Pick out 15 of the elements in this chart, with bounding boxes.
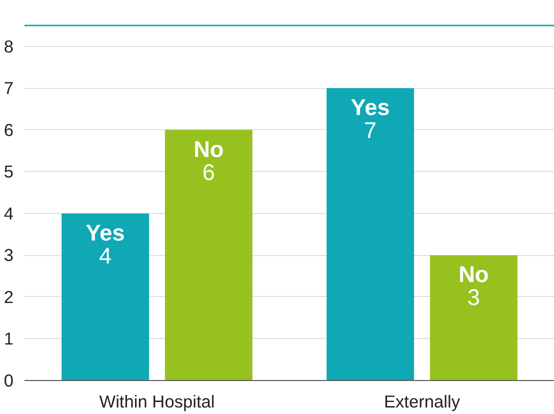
x-tick-label: Within Hospital <box>99 392 215 412</box>
bar <box>62 213 150 380</box>
y-tick-label: 7 <box>4 78 14 98</box>
y-tick-label: 8 <box>4 36 14 56</box>
bar <box>326 88 414 380</box>
y-tick-label: 2 <box>4 286 14 307</box>
y-tick-label: 6 <box>4 120 14 140</box>
y-tick-label: 4 <box>4 203 14 224</box>
y-tick-label: 3 <box>4 245 14 266</box>
y-tick-label: 0 <box>4 370 14 390</box>
bar <box>164 130 252 380</box>
y-tick-label: 1 <box>4 328 14 349</box>
y-tick-label: 5 <box>4 162 14 182</box>
bar <box>430 255 518 380</box>
x-tick-label: Externally <box>384 392 460 412</box>
